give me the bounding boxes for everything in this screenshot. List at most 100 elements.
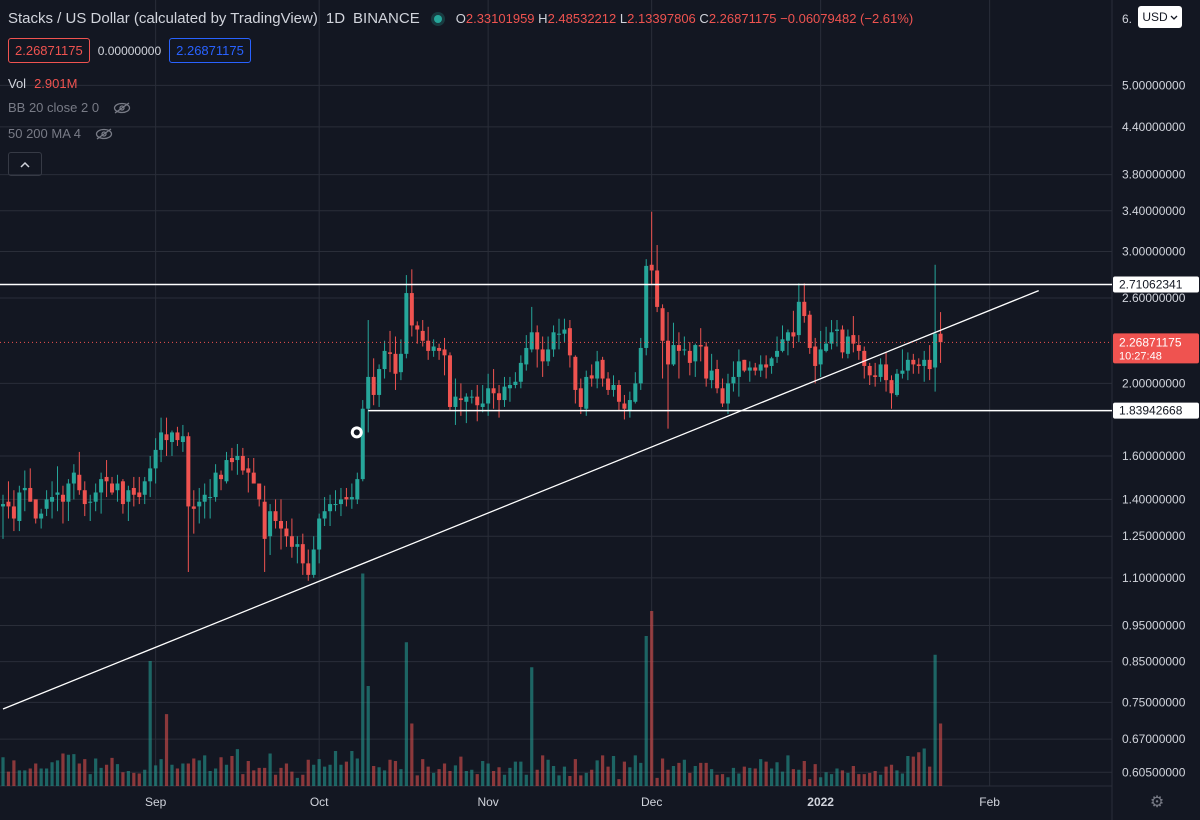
volume-bar bbox=[617, 779, 621, 786]
level-price-tag bbox=[1113, 276, 1199, 293]
volume-bar bbox=[840, 770, 845, 786]
volume-bar bbox=[437, 769, 441, 786]
price-tick-label: 2.00000000 bbox=[1122, 376, 1186, 390]
collapse-legend-button[interactable] bbox=[8, 152, 42, 176]
volume-bar bbox=[268, 753, 272, 786]
volume-bar bbox=[786, 755, 790, 786]
time-tick-label: 2022 bbox=[807, 795, 834, 809]
candle-body bbox=[676, 345, 681, 351]
bb-indicator-legend[interactable]: BB 20 close 2 0 bbox=[8, 100, 131, 115]
candle-body bbox=[240, 455, 245, 471]
volume-bar bbox=[917, 752, 921, 786]
volume-indicator-legend[interactable]: Vol 2.901M bbox=[8, 76, 77, 91]
volume-bar bbox=[273, 774, 278, 786]
volume-bar bbox=[317, 759, 321, 786]
candle-body bbox=[720, 388, 725, 404]
buy-button[interactable]: 2.26871175 bbox=[169, 38, 251, 63]
volume-bar bbox=[851, 766, 855, 786]
volume-bar bbox=[426, 766, 430, 786]
candle-body bbox=[33, 499, 38, 519]
volume-bar bbox=[682, 759, 686, 786]
candle-body bbox=[687, 350, 692, 363]
candle-body bbox=[709, 370, 714, 381]
settings-gear-icon[interactable]: ⚙ bbox=[1149, 794, 1165, 811]
volume-bar bbox=[224, 764, 229, 786]
candle-body bbox=[758, 364, 763, 371]
volume-bar bbox=[595, 760, 599, 786]
candle-body bbox=[507, 384, 512, 389]
interval-label[interactable]: 1D bbox=[325, 10, 346, 27]
symbol-title[interactable]: Stacks / US Dollar (calculated by Tradin… bbox=[8, 10, 318, 27]
candle-body bbox=[704, 346, 709, 379]
volume-bar bbox=[699, 762, 703, 786]
volume-bar bbox=[715, 774, 719, 786]
volume-bar bbox=[404, 642, 408, 786]
candle-body bbox=[529, 332, 534, 350]
candle-body bbox=[82, 490, 87, 505]
candle-body bbox=[775, 350, 780, 357]
volume-bar bbox=[884, 766, 888, 786]
candle-body bbox=[540, 349, 545, 362]
candle-body bbox=[616, 384, 621, 402]
volume-bar bbox=[911, 756, 915, 786]
candle-body bbox=[856, 345, 861, 351]
volume-bar bbox=[508, 767, 512, 786]
volume-bar bbox=[513, 761, 517, 786]
candle-body bbox=[251, 472, 256, 484]
candle-body bbox=[731, 376, 736, 384]
volume-bar bbox=[252, 770, 256, 786]
volume-bar bbox=[453, 765, 458, 786]
volume-bar bbox=[900, 773, 905, 786]
volume-bar bbox=[497, 767, 501, 786]
candle-body bbox=[366, 376, 371, 409]
candle-body bbox=[698, 345, 703, 347]
candle-body bbox=[99, 479, 104, 493]
price-axis-top-label: 6. bbox=[1122, 12, 1133, 26]
ma-indicator-legend[interactable]: 50 200 MA 4 bbox=[8, 126, 113, 141]
volume-bar bbox=[203, 755, 207, 786]
volume-bar bbox=[704, 762, 708, 786]
volume-bar bbox=[99, 767, 103, 786]
volume-bar bbox=[186, 763, 190, 786]
volume-bar bbox=[584, 772, 588, 786]
candle-body bbox=[595, 361, 600, 379]
price-tick-label: 0.85000000 bbox=[1122, 655, 1186, 669]
price-tick-label: 3.40000000 bbox=[1122, 204, 1186, 218]
change-value: −0.06079482 (−2.61%) bbox=[780, 11, 914, 26]
volume-bar bbox=[622, 761, 627, 786]
eye-hidden-icon[interactable] bbox=[113, 101, 131, 114]
volume-bar bbox=[601, 755, 605, 786]
volume-bar bbox=[333, 751, 338, 786]
candle-body bbox=[110, 483, 115, 493]
candle-body bbox=[224, 460, 229, 482]
candle-body bbox=[213, 472, 218, 498]
high-label: H bbox=[538, 11, 548, 26]
currency-selector[interactable]: USD bbox=[1138, 6, 1182, 28]
volume-bar bbox=[459, 756, 463, 786]
candle-body bbox=[191, 506, 196, 509]
candle-body bbox=[333, 504, 338, 506]
volume-bar bbox=[1, 757, 5, 786]
volume-bar bbox=[290, 771, 294, 786]
candle-body bbox=[306, 563, 311, 575]
volume-bar bbox=[824, 772, 828, 786]
candle-body bbox=[551, 332, 556, 350]
volume-bar bbox=[862, 774, 866, 786]
candle-body bbox=[796, 301, 801, 336]
candle-body bbox=[802, 301, 807, 317]
candle-body bbox=[246, 468, 251, 473]
volume-bar bbox=[829, 774, 834, 786]
candle-body bbox=[911, 359, 916, 365]
volume-bar bbox=[235, 749, 239, 786]
volume-bar bbox=[535, 769, 539, 786]
volume-bar bbox=[77, 763, 81, 786]
eye-hidden-icon[interactable] bbox=[95, 127, 113, 140]
sell-button[interactable]: 2.26871175 bbox=[8, 38, 90, 63]
candle-body bbox=[791, 332, 796, 337]
volume-bar bbox=[154, 765, 158, 786]
candle-body bbox=[818, 349, 823, 365]
candle-body bbox=[137, 492, 142, 498]
volume-bar bbox=[421, 759, 425, 786]
candle-body bbox=[600, 359, 605, 379]
